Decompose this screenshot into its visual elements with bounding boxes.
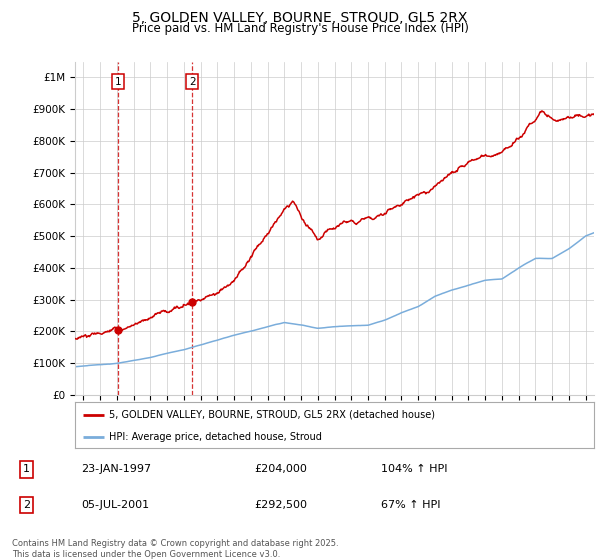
Text: HPI: Average price, detached house, Stroud: HPI: Average price, detached house, Stro… <box>109 432 322 442</box>
Text: 05-JUL-2001: 05-JUL-2001 <box>81 500 149 510</box>
Text: Price paid vs. HM Land Registry's House Price Index (HPI): Price paid vs. HM Land Registry's House … <box>131 22 469 35</box>
Text: 104% ↑ HPI: 104% ↑ HPI <box>380 464 447 474</box>
Text: 5, GOLDEN VALLEY, BOURNE, STROUD, GL5 2RX (detached house): 5, GOLDEN VALLEY, BOURNE, STROUD, GL5 2R… <box>109 410 435 420</box>
Text: £292,500: £292,500 <box>254 500 307 510</box>
Text: 1: 1 <box>115 77 121 87</box>
Text: 1: 1 <box>23 464 30 474</box>
Text: Contains HM Land Registry data © Crown copyright and database right 2025.
This d: Contains HM Land Registry data © Crown c… <box>12 539 338 559</box>
Text: 5, GOLDEN VALLEY, BOURNE, STROUD, GL5 2RX: 5, GOLDEN VALLEY, BOURNE, STROUD, GL5 2R… <box>133 11 467 25</box>
Text: £204,000: £204,000 <box>254 464 307 474</box>
Text: 67% ↑ HPI: 67% ↑ HPI <box>380 500 440 510</box>
Text: 23-JAN-1997: 23-JAN-1997 <box>81 464 151 474</box>
Text: 2: 2 <box>23 500 30 510</box>
Text: 2: 2 <box>189 77 196 87</box>
